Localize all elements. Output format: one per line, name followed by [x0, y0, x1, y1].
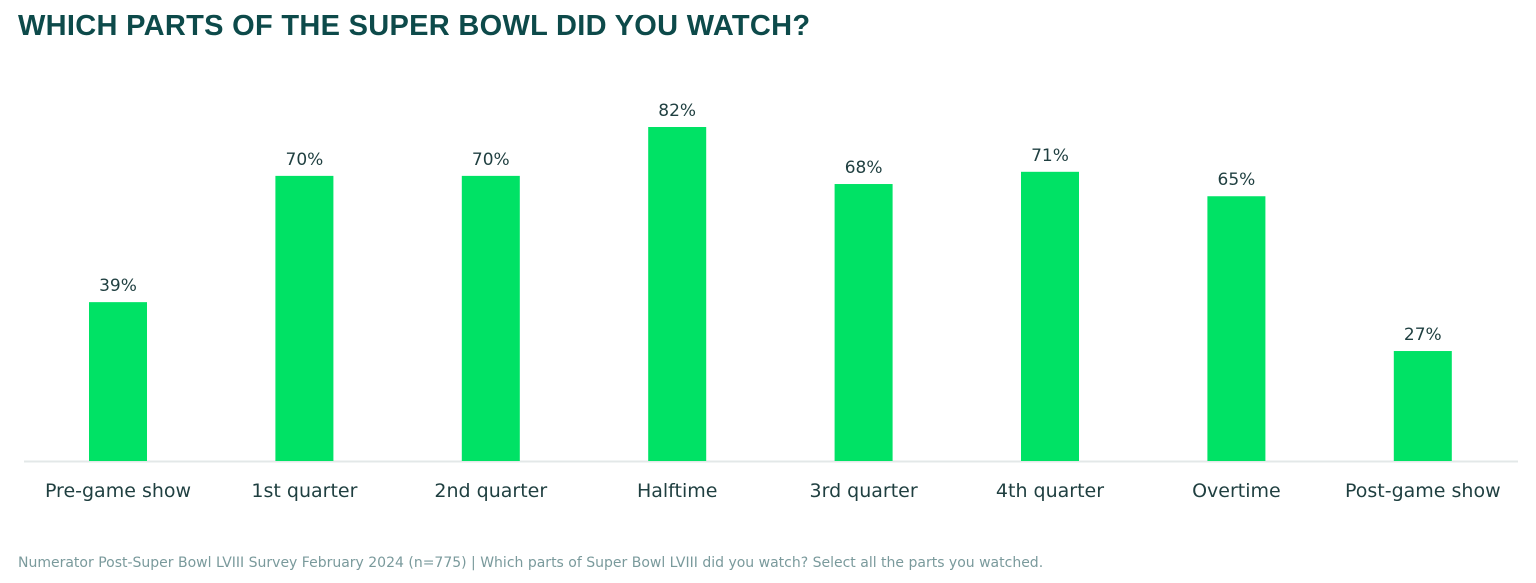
category-label-3: Halftime: [637, 480, 718, 502]
bar-1: [275, 175, 334, 461]
data-label-7: 27%: [1404, 325, 1442, 345]
source-footnote: Numerator Post-Super Bowl LVIII Survey F…: [18, 555, 1044, 571]
bar-5: [1021, 171, 1079, 461]
bar-0: [89, 302, 147, 461]
data-label-4: 68%: [845, 158, 883, 178]
category-label-6: Overtime: [1192, 480, 1281, 502]
category-label-7: Post-game show: [1345, 480, 1501, 502]
data-label-0: 39%: [99, 276, 137, 296]
bar-7: [1393, 351, 1452, 461]
data-label-6: 65%: [1218, 170, 1256, 190]
category-label-1: 1st quarter: [251, 480, 357, 502]
category-label-4: 3rd quarter: [810, 480, 918, 502]
data-label-1: 70%: [286, 150, 324, 170]
bar-3: [648, 127, 707, 461]
category-label-5: 4th quarter: [996, 480, 1104, 502]
bar-4: [834, 184, 893, 461]
data-label-3: 82%: [658, 101, 696, 121]
category-label-2: 2nd quarter: [434, 480, 547, 502]
chart-title: WHICH PARTS OF THE SUPER BOWL DID YOU WA…: [18, 10, 811, 42]
bar-2: [461, 175, 520, 461]
data-label-5: 71%: [1031, 146, 1069, 166]
bar-6: [1207, 196, 1266, 461]
data-label-2: 70%: [472, 150, 510, 170]
category-label-0: Pre-game show: [45, 480, 191, 502]
